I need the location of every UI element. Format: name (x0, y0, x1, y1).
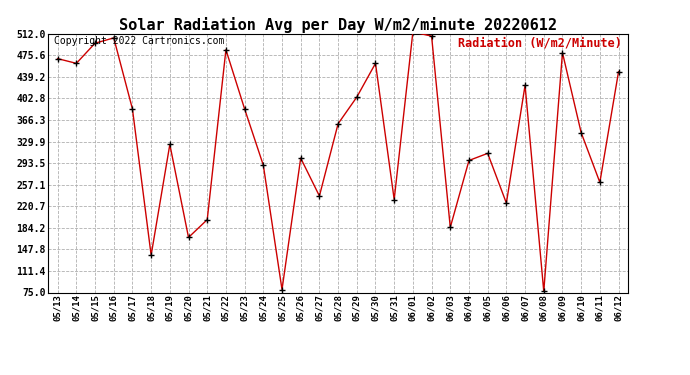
Title: Solar Radiation Avg per Day W/m2/minute 20220612: Solar Radiation Avg per Day W/m2/minute … (119, 16, 557, 33)
Text: Radiation (W/m2/Minute): Radiation (W/m2/Minute) (458, 36, 622, 50)
Text: Copyright 2022 Cartronics.com: Copyright 2022 Cartronics.com (54, 36, 224, 46)
